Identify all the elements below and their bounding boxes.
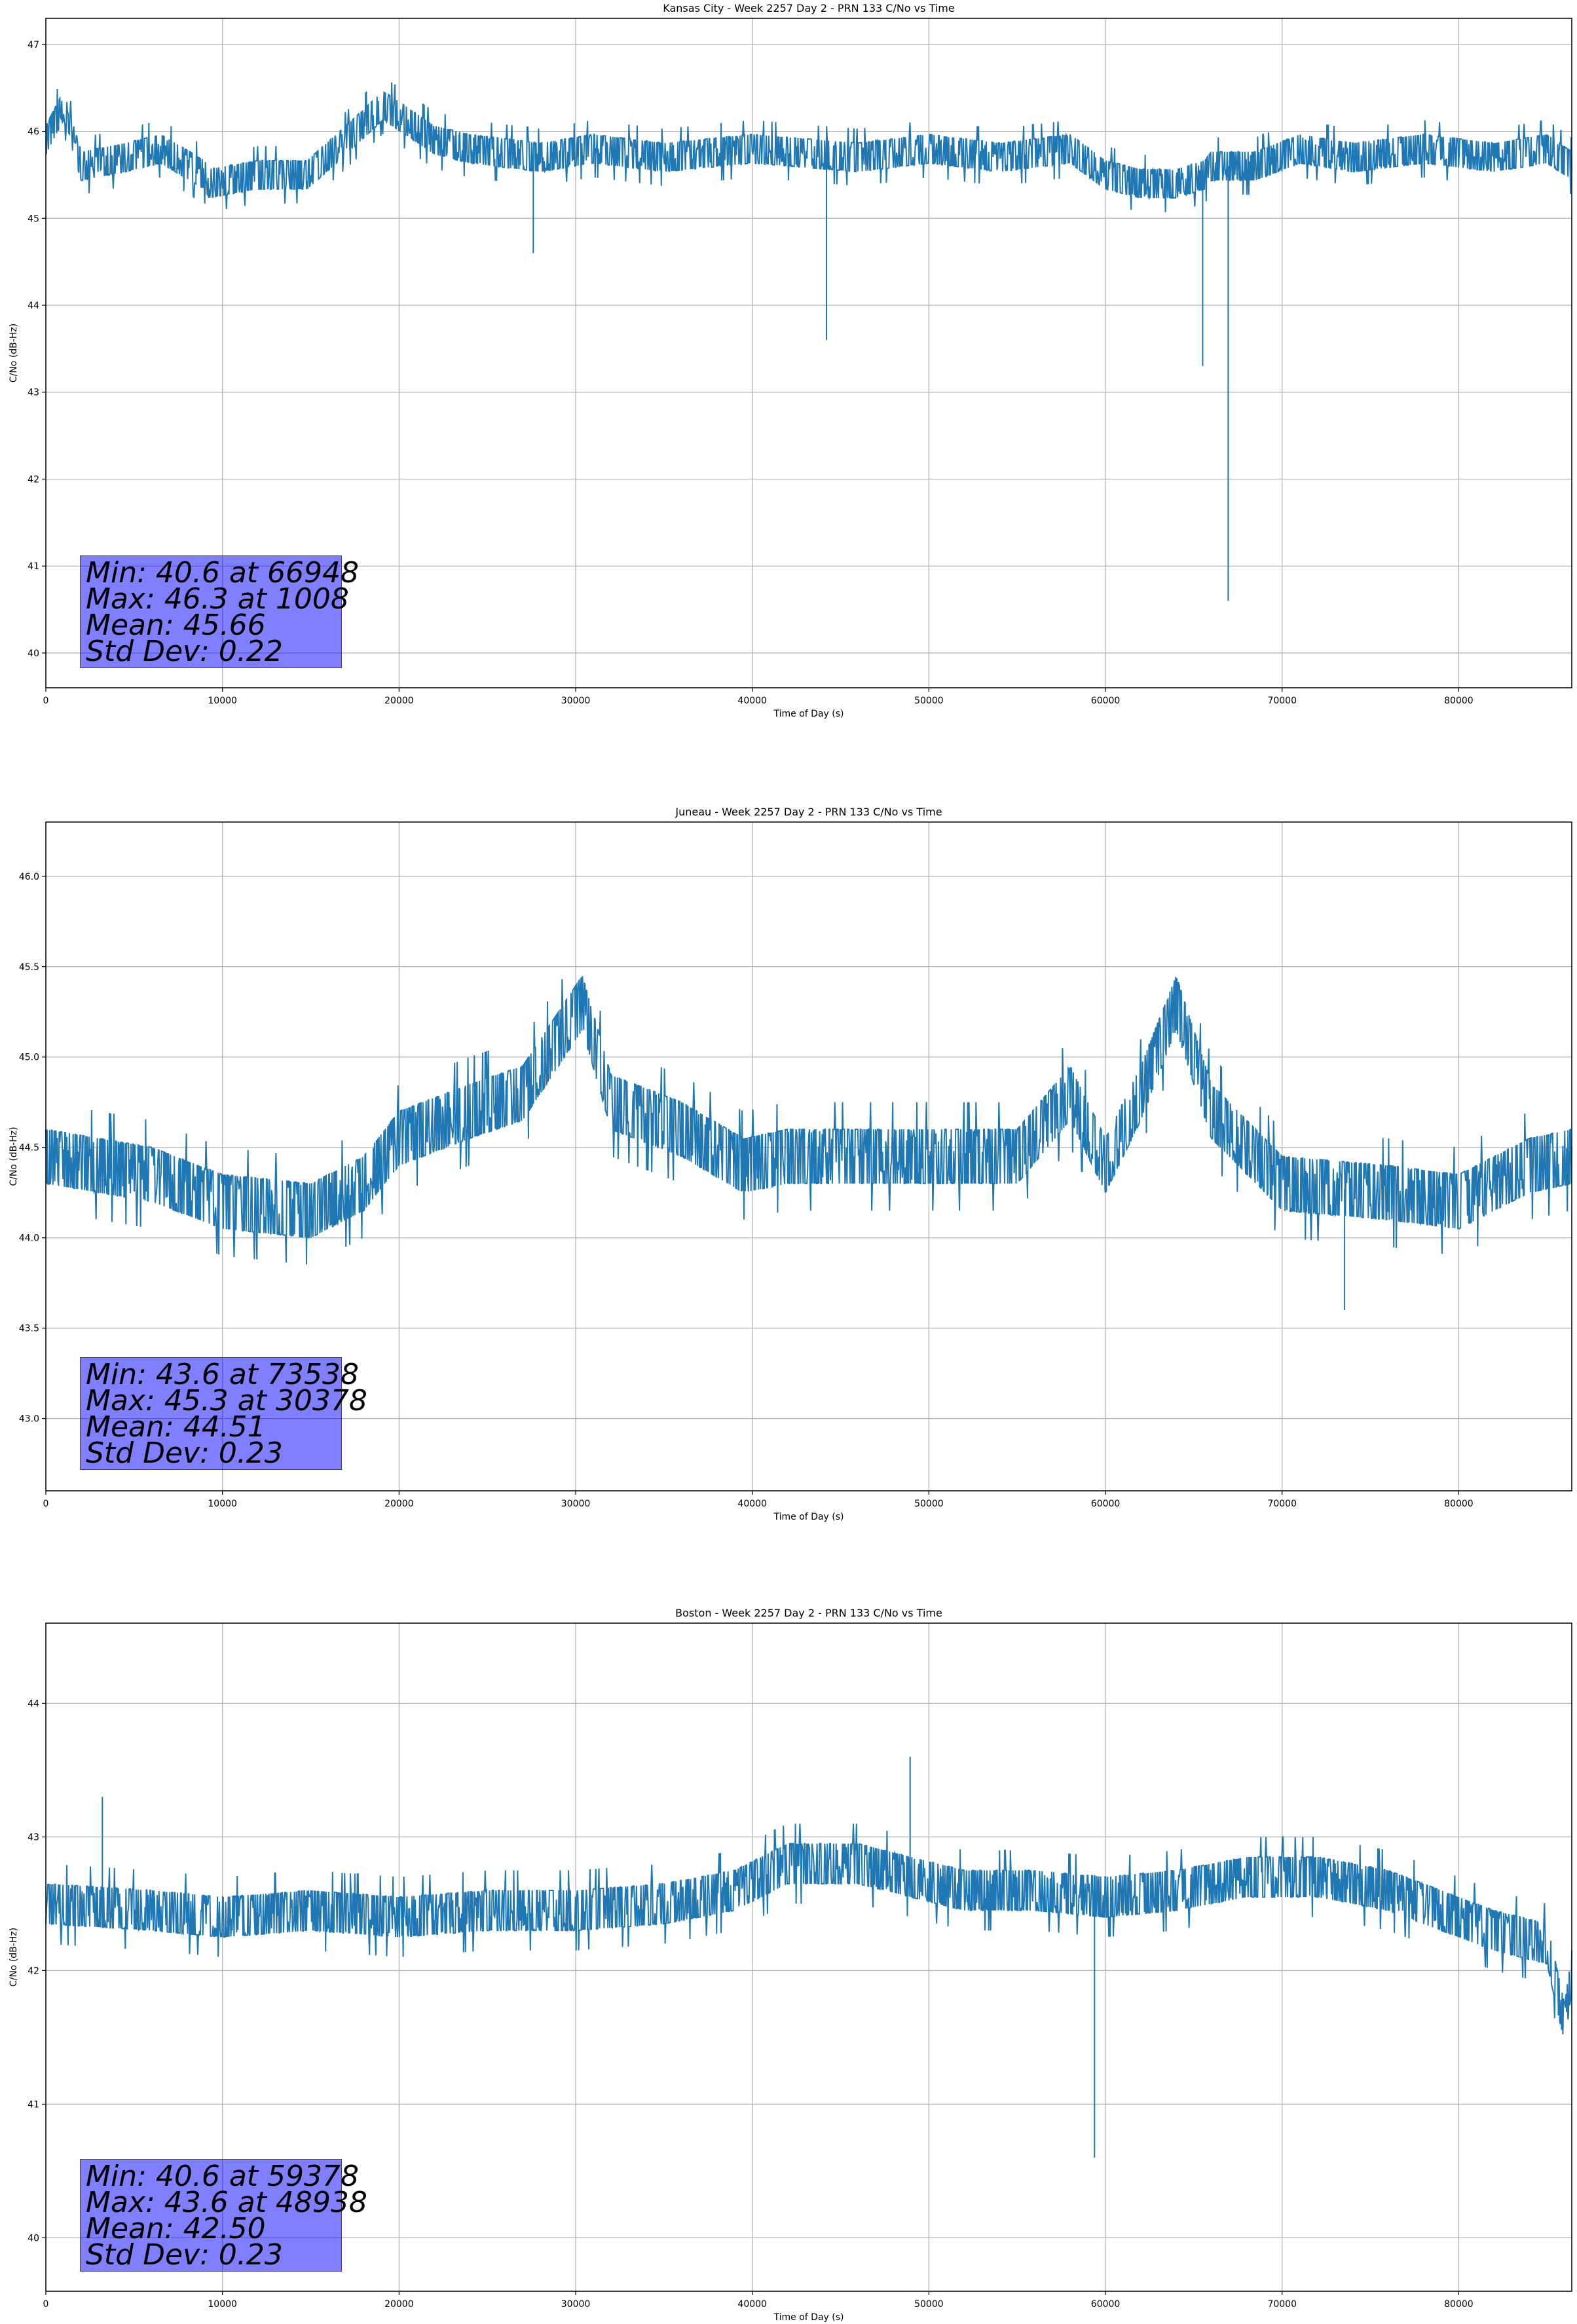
y-tick-label: 44.0 bbox=[19, 1233, 39, 1244]
y-tick-label: 45.5 bbox=[19, 962, 39, 973]
x-tick-label: 70000 bbox=[1267, 696, 1297, 706]
x-tick-label: 50000 bbox=[914, 1499, 944, 1509]
series-line bbox=[45, 82, 1572, 601]
x-tick-label: 50000 bbox=[914, 696, 944, 706]
x-tick-label: 20000 bbox=[384, 696, 414, 706]
y-tick-label: 46 bbox=[28, 127, 39, 138]
chart-title: Juneau - Week 2257 Day 2 - PRN 133 C/No … bbox=[675, 806, 942, 818]
chart-2: Juneau - Week 2257 Day 2 - PRN 133 C/No … bbox=[9, 806, 1572, 1522]
x-tick-label: 30000 bbox=[561, 696, 591, 706]
chart-title: Kansas City - Week 2257 Day 2 - PRN 133 … bbox=[663, 2, 954, 14]
y-axis-label: C/No (dB-Hz) bbox=[9, 1928, 19, 1987]
x-tick-label: 60000 bbox=[1091, 696, 1121, 706]
stats-std-dev: Std Dev: 0.23 bbox=[86, 2238, 283, 2272]
x-tick-label: 0 bbox=[43, 696, 49, 706]
y-tick-label: 43 bbox=[28, 1832, 39, 1843]
stats-std-dev: Std Dev: 0.23 bbox=[86, 1436, 283, 1470]
chart-3: Boston - Week 2257 Day 2 - PRN 133 C/No … bbox=[9, 1607, 1572, 2323]
stats-min: Min: 40.6 at 66948 bbox=[86, 556, 360, 590]
x-axis-label: Time of Day (s) bbox=[773, 1512, 844, 1522]
x-tick-label: 0 bbox=[43, 1499, 49, 1509]
chart-title: Boston - Week 2257 Day 2 - PRN 133 C/No … bbox=[675, 1607, 942, 1619]
stats-mean: Mean: 44.51 bbox=[86, 1410, 266, 1444]
x-tick-label: 40000 bbox=[737, 696, 767, 706]
stats-max: Max: 45.3 at 30378 bbox=[86, 1384, 367, 1417]
x-tick-label: 20000 bbox=[384, 2299, 414, 2310]
stats-mean: Mean: 42.50 bbox=[86, 2212, 266, 2245]
y-tick-label: 41 bbox=[28, 561, 39, 572]
x-tick-label: 40000 bbox=[737, 1499, 767, 1509]
y-tick-label: 43.0 bbox=[19, 1414, 39, 1425]
y-axis-label: C/No (dB-Hz) bbox=[9, 324, 19, 383]
chart-1: Kansas City - Week 2257 Day 2 - PRN 133 … bbox=[9, 2, 1572, 719]
y-tick-label: 46.0 bbox=[19, 872, 39, 882]
series-line bbox=[45, 976, 1572, 1311]
y-tick-label: 40 bbox=[28, 2233, 39, 2243]
y-tick-label: 42 bbox=[28, 1966, 39, 1976]
stats-std-dev: Std Dev: 0.22 bbox=[86, 635, 283, 668]
stats-box: Min: 43.6 at 73538 Max: 45.3 at 30378 Mean… bbox=[80, 1357, 367, 1470]
y-tick-label: 42 bbox=[28, 474, 39, 485]
y-tick-label: 44 bbox=[28, 301, 39, 311]
x-axis-label: Time of Day (s) bbox=[773, 2312, 844, 2323]
plot-frame bbox=[45, 1622, 1572, 2292]
x-tick-label: 80000 bbox=[1444, 696, 1474, 706]
stats-min: Min: 43.6 at 73538 bbox=[86, 1358, 360, 1391]
x-tick-label: 70000 bbox=[1267, 1499, 1297, 1509]
x-tick-label: 70000 bbox=[1267, 2299, 1297, 2310]
x-tick-label: 20000 bbox=[384, 1499, 414, 1509]
stats-max: Max: 46.3 at 1008 bbox=[86, 582, 349, 616]
x-tick-label: 30000 bbox=[561, 2299, 591, 2310]
y-tick-label: 43.5 bbox=[19, 1324, 39, 1334]
y-tick-label: 45 bbox=[28, 214, 39, 224]
y-axis-label: C/No (dB-Hz) bbox=[9, 1127, 19, 1186]
y-tick-label: 47 bbox=[28, 40, 39, 50]
x-tick-label: 0 bbox=[43, 2299, 49, 2310]
y-tick-label: 44.5 bbox=[19, 1143, 39, 1153]
x-tick-label: 10000 bbox=[208, 696, 237, 706]
stats-max: Max: 43.6 at 48938 bbox=[86, 2186, 367, 2219]
x-tick-label: 80000 bbox=[1444, 1499, 1474, 1509]
x-tick-label: 60000 bbox=[1091, 2299, 1121, 2310]
stats-box: Min: 40.6 at 59378 Max: 43.6 at 48938 Mean… bbox=[80, 2159, 367, 2272]
y-tick-label: 40 bbox=[28, 648, 39, 659]
x-tick-label: 40000 bbox=[737, 2299, 767, 2310]
y-tick-label: 41 bbox=[28, 2099, 39, 2110]
stats-mean: Mean: 45.66 bbox=[86, 609, 266, 642]
y-tick-label: 43 bbox=[28, 388, 39, 398]
y-tick-label: 45.0 bbox=[19, 1053, 39, 1063]
x-tick-label: 10000 bbox=[208, 2299, 237, 2310]
plot-frame bbox=[45, 821, 1572, 1491]
stats-box: Min: 40.6 at 66948 Max: 46.3 at 1008 Mean:… bbox=[80, 555, 360, 668]
series-line bbox=[45, 1757, 1572, 2158]
x-tick-label: 10000 bbox=[208, 1499, 237, 1509]
x-tick-label: 80000 bbox=[1444, 2299, 1474, 2310]
x-tick-label: 30000 bbox=[561, 1499, 591, 1509]
x-tick-label: 50000 bbox=[914, 2299, 944, 2310]
x-axis-label: Time of Day (s) bbox=[773, 709, 844, 719]
x-tick-label: 60000 bbox=[1091, 1499, 1121, 1509]
y-tick-label: 44 bbox=[28, 1698, 39, 1709]
plot-frame bbox=[45, 18, 1572, 688]
stats-min: Min: 40.6 at 59378 bbox=[86, 2160, 360, 2193]
